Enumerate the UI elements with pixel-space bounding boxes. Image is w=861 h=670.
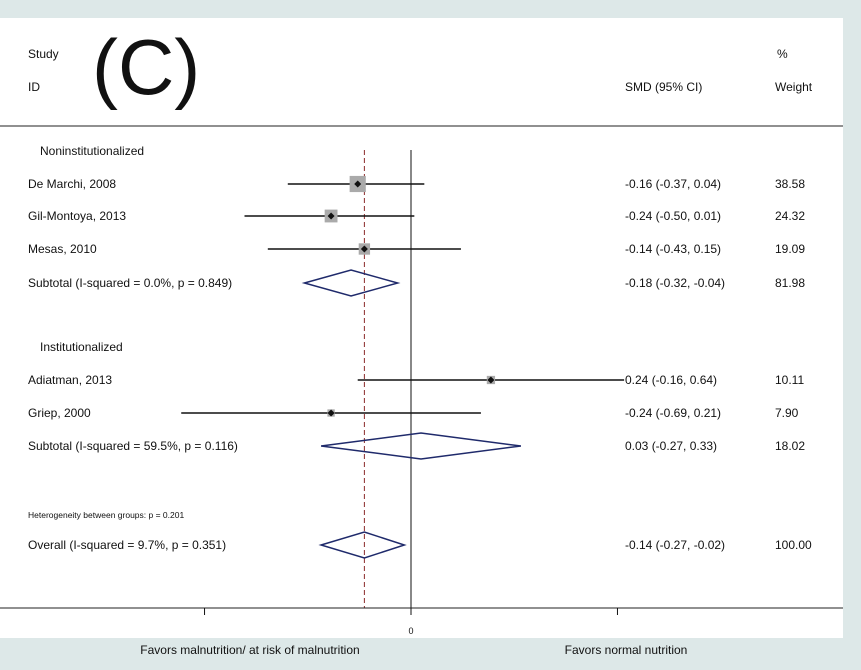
group-header: Institutionalized bbox=[40, 340, 123, 354]
forest-rows: Noninstitutionalized De Marchi, 2008 -0.16… bbox=[28, 144, 812, 608]
x-axis-ticks: 0 bbox=[204, 608, 618, 636]
study-point-estimate bbox=[327, 212, 335, 220]
header-smd: SMD (95% CI) bbox=[625, 80, 702, 94]
study-weight: 10.11 bbox=[775, 373, 804, 387]
overall-weight: 100.00 bbox=[775, 538, 812, 552]
header-study: Study bbox=[28, 47, 59, 61]
study-ci-text: -0.14 (-0.43, 0.15) bbox=[625, 242, 721, 256]
study-ci-text: -0.24 (-0.69, 0.21) bbox=[625, 406, 721, 420]
study-weight: 38.58 bbox=[775, 177, 805, 191]
header-percent: % bbox=[777, 47, 788, 61]
study-label: De Marchi, 2008 bbox=[28, 177, 116, 191]
subtotal-diamond bbox=[320, 432, 521, 460]
footer-left: Favors malnutrition/ at risk of malnutri… bbox=[140, 643, 359, 657]
overall-diamond bbox=[318, 531, 407, 559]
study-label: Mesas, 2010 bbox=[28, 242, 97, 256]
study-label: Griep, 2000 bbox=[28, 406, 91, 420]
subtotal-label: Subtotal (I-squared = 0.0%, p = 0.849) bbox=[28, 276, 232, 290]
subtotal-weight: 81.98 bbox=[775, 276, 805, 290]
study-weight: 24.32 bbox=[775, 209, 805, 223]
overall-label: Overall (I-squared = 9.7%, p = 0.351) bbox=[28, 538, 226, 552]
heterogeneity-note: Heterogeneity between groups: p = 0.201 bbox=[28, 510, 184, 520]
subtotal-label: Subtotal (I-squared = 59.5%, p = 0.116) bbox=[28, 439, 238, 453]
study-point-estimate bbox=[327, 409, 335, 417]
study-point-estimate bbox=[360, 245, 368, 253]
study-weight: 7.90 bbox=[775, 406, 799, 420]
group-header: Noninstitutionalized bbox=[40, 144, 144, 158]
study-point-estimate bbox=[487, 376, 495, 384]
footer-right: Favors normal nutrition bbox=[565, 643, 688, 657]
overall-ci-text: -0.14 (-0.27, -0.02) bbox=[625, 538, 725, 552]
header-weight: Weight bbox=[775, 80, 813, 94]
subtotal-weight: 18.02 bbox=[775, 439, 805, 453]
study-label: Gil-Montoya, 2013 bbox=[28, 209, 126, 223]
plot-background bbox=[0, 18, 843, 638]
study-point-estimate bbox=[354, 180, 362, 188]
study-label: Adiatman, 2013 bbox=[28, 373, 112, 387]
study-weight: 19.09 bbox=[775, 242, 805, 256]
study-ci-text: -0.16 (-0.37, 0.04) bbox=[625, 177, 721, 191]
x-axis-tick-label: 0 bbox=[408, 626, 413, 636]
study-ci-text: -0.24 (-0.50, 0.01) bbox=[625, 209, 721, 223]
header-id: ID bbox=[28, 80, 40, 94]
panel-label: (C) bbox=[92, 23, 200, 111]
subtotal-diamond bbox=[301, 269, 401, 297]
study-ci-text: 0.24 (-0.16, 0.64) bbox=[625, 373, 717, 387]
subtotal-ci-text: 0.03 (-0.27, 0.33) bbox=[625, 439, 717, 453]
subtotal-ci-text: -0.18 (-0.32, -0.04) bbox=[625, 276, 725, 290]
